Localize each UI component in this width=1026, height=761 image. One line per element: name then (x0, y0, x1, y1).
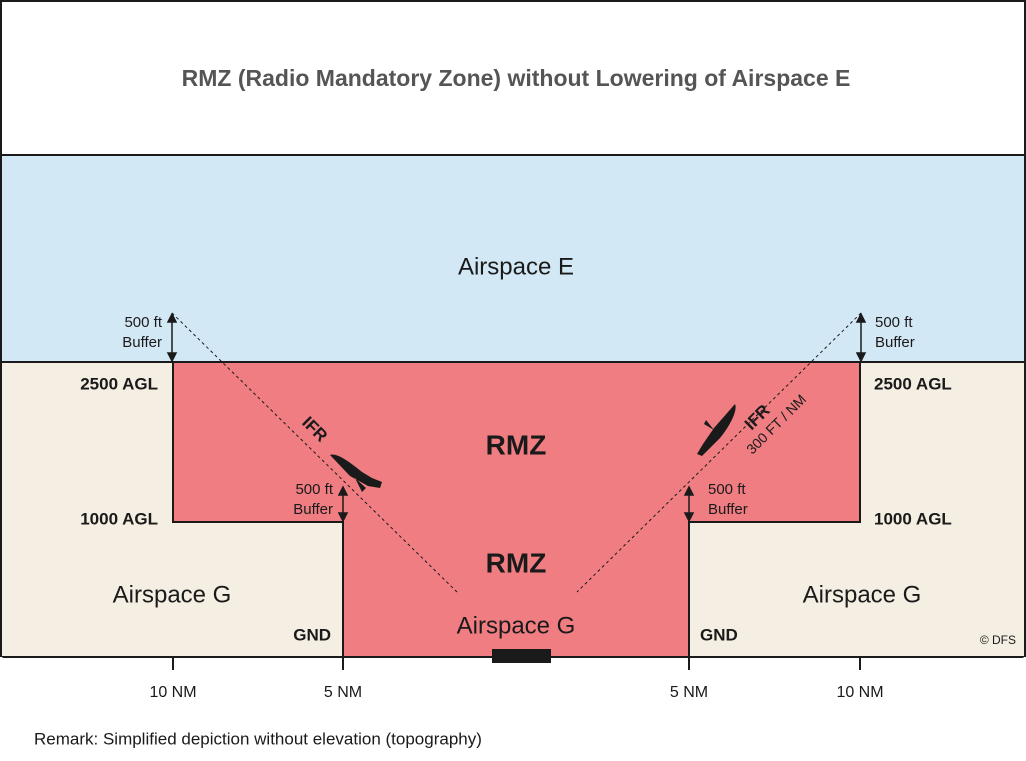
altitude-label: 1000 AGL (874, 509, 952, 528)
rmz-label: RMZ (486, 429, 547, 460)
remark: Remark: Simplified depiction without ele… (34, 729, 482, 748)
runway (492, 649, 551, 663)
altitude-label: GND (700, 625, 738, 644)
buffer-label: 500 ft (124, 314, 162, 331)
altitude-label: 2500 AGL (874, 374, 952, 393)
airspace-g-label: Airspace G (113, 581, 232, 608)
buffer-label: 500 ft (875, 314, 913, 331)
distance-label: 5 NM (324, 684, 362, 701)
airspace-e-band (0, 155, 1026, 362)
buffer-label: 500 ft (295, 481, 333, 498)
distance-label: 10 NM (836, 684, 883, 701)
buffer-arrows (166, 312, 867, 523)
altitude-label: GND (293, 625, 331, 644)
plane-icon (330, 454, 382, 492)
buffer-label: Buffer (875, 334, 915, 351)
rmz-label: RMZ (486, 547, 547, 578)
airspace-e-label: Airspace E (458, 253, 574, 280)
buffer-label: 500 ft (708, 481, 746, 498)
distance-label: 5 NM (670, 684, 708, 701)
buffer-label: Buffer (122, 334, 162, 351)
approach-path (576, 312, 862, 593)
title: RMZ (Radio Mandatory Zone) without Lower… (182, 65, 851, 91)
buffer-label: Buffer (708, 501, 748, 518)
approach-path (171, 312, 458, 593)
airspace-g-label: Airspace G (803, 581, 922, 608)
plane-icon (697, 404, 736, 456)
copyright: © DFS (980, 633, 1016, 647)
distance-label: 10 NM (149, 684, 196, 701)
distance-ticks (172, 657, 861, 670)
altitude-label: 1000 AGL (80, 509, 158, 528)
airspace-g-label: Airspace G (457, 612, 576, 639)
altitude-label: 2500 AGL (80, 374, 158, 393)
buffer-label: Buffer (293, 501, 333, 518)
